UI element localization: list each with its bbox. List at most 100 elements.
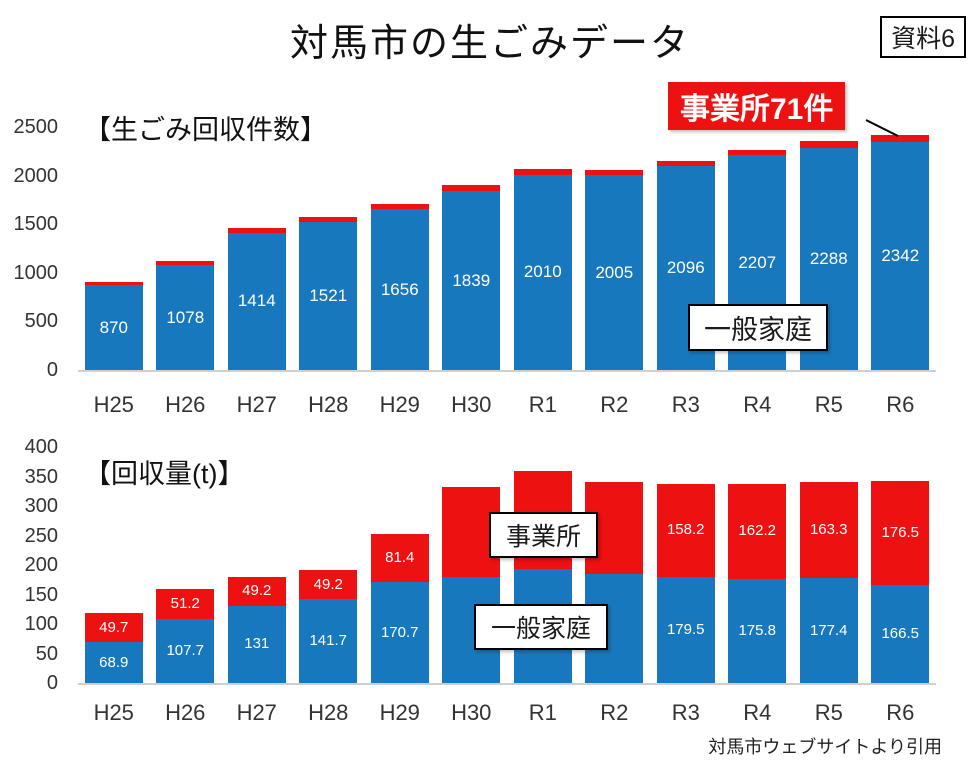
x-tick-label: H27 xyxy=(236,700,277,725)
bar-segment-household xyxy=(370,209,429,370)
bar-value-label: 2096 xyxy=(666,258,705,278)
bar-value-label: 1839 xyxy=(452,270,491,290)
count-chart-title: 【生ごみ回収件数】 xyxy=(84,115,327,145)
bar-segment-business xyxy=(84,281,143,286)
bar-segment-business xyxy=(156,589,215,620)
bar-value-label: 131 xyxy=(244,635,270,653)
x-tick-label: H28 xyxy=(308,392,349,417)
y-tick-label: 2000 xyxy=(13,164,59,187)
bar-segment-household xyxy=(728,579,787,683)
y-tick-label: 350 xyxy=(24,465,58,488)
x-tick-label: R3 xyxy=(671,392,700,417)
bar-value-label: 166.5 xyxy=(881,624,920,642)
bar-value-label: 49.2 xyxy=(242,582,272,600)
x-tick-label: H28 xyxy=(308,700,349,725)
bar-segment-business xyxy=(156,260,215,266)
y-tick-label: 400 xyxy=(24,436,58,458)
bar-value-label: 163.3 xyxy=(809,521,848,539)
x-tick-label: R1 xyxy=(528,392,557,417)
bar-value-label: 2207 xyxy=(738,252,777,272)
bar-segment-household xyxy=(299,222,358,370)
bar-value-label: 1078 xyxy=(166,307,205,327)
bar-segment-business xyxy=(871,480,930,585)
bar-segment-household xyxy=(585,175,644,370)
x-tick-label: R6 xyxy=(886,700,915,725)
x-tick-label: H30 xyxy=(451,700,492,725)
bar-value-label: 1414 xyxy=(237,291,276,311)
x-tick-label: H29 xyxy=(379,392,420,417)
bar-value-label: 49.7 xyxy=(99,618,129,636)
page-title: 対馬市の生ごみデータ xyxy=(289,23,690,65)
bar-segment-business xyxy=(656,160,715,167)
bar-segment-business xyxy=(799,482,858,579)
doc-number-badge: 資料6 xyxy=(880,16,966,58)
y-tick-label: 0 xyxy=(46,359,58,381)
y-tick-label: 2500 xyxy=(13,116,59,138)
x-tick-label: H26 xyxy=(165,392,206,417)
bar-segment-household xyxy=(871,142,930,370)
bar-segment-business xyxy=(799,141,858,148)
bar-value-label: 51.2 xyxy=(170,595,200,613)
x-tick-label: R6 xyxy=(886,392,915,417)
x-tick-label: R3 xyxy=(671,700,700,725)
x-tick-label: R1 xyxy=(528,700,557,725)
bar-segment-household xyxy=(227,232,286,370)
bar-segment-business xyxy=(871,135,930,143)
count-chart-x-axis: H25 H26 H27 H28 H29 H30 R1 R2 R3 R4 R5 R6 xyxy=(78,392,936,424)
bar-value-label: 81.4 xyxy=(385,549,415,567)
bar-segment-household xyxy=(656,577,715,683)
x-tick-label: R5 xyxy=(814,700,843,725)
x-tick-label: H26 xyxy=(165,700,206,725)
bar-segment-household xyxy=(156,265,215,370)
tonnage-chart-x-axis: H25 H26 H27 H28 H29 H30 R1 R2 R3 R4 R5 R6 xyxy=(78,700,936,732)
x-tick-label: R2 xyxy=(600,392,629,417)
y-tick-label: 0 xyxy=(46,672,58,694)
y-tick-label: 50 xyxy=(35,642,58,665)
tonnage-chart-title: 【回収量(t)】 xyxy=(84,459,245,489)
bar-value-label: 2342 xyxy=(881,246,920,266)
bar-segment-household xyxy=(871,584,930,683)
bar-segment-household xyxy=(84,285,143,370)
y-tick-label: 100 xyxy=(24,613,58,635)
bar-segment-household xyxy=(799,578,858,683)
bar-segment-household xyxy=(513,174,572,370)
bar-value-label: 176.5 xyxy=(881,523,920,541)
bar-value-label: 68.9 xyxy=(99,653,129,671)
bar-value-label: 158.2 xyxy=(666,521,705,539)
y-tick-label: 500 xyxy=(24,310,58,333)
business-count-callout: 事業所71件 xyxy=(668,82,846,130)
bar-segment-business xyxy=(370,534,429,583)
bar-value-label: 2288 xyxy=(809,248,848,268)
x-tick-label: R2 xyxy=(600,700,629,725)
bar-value-label: 177.4 xyxy=(809,621,848,639)
source-citation: 対馬市ウェブサイトより引用 xyxy=(708,737,942,757)
bar-segment-household xyxy=(370,582,429,683)
household-label-box: 一般家庭 xyxy=(688,304,828,351)
bar-segment-business xyxy=(299,217,358,223)
y-tick-label: 250 xyxy=(24,524,58,547)
x-tick-label: R5 xyxy=(814,392,843,417)
bar-segment-business xyxy=(84,613,143,643)
y-tick-label: 150 xyxy=(24,583,58,606)
bar-value-label: 1656 xyxy=(380,279,419,299)
bar-value-label: 162.2 xyxy=(738,522,777,540)
x-tick-label: H30 xyxy=(451,392,492,417)
bar-segment-business xyxy=(442,185,501,192)
x-tick-label: H25 xyxy=(93,392,134,417)
x-tick-label: R4 xyxy=(743,392,772,417)
y-tick-label: 200 xyxy=(24,554,58,576)
y-tick-label: 1000 xyxy=(13,261,59,284)
bar-value-label: 2010 xyxy=(523,262,562,282)
bar-value-label: 107.7 xyxy=(166,642,205,660)
x-tick-label: H27 xyxy=(236,392,277,417)
count-chart-y-axis: 0 500 1000 1500 2000 2500 xyxy=(0,116,62,381)
business-label-box: 事業所 xyxy=(489,512,599,558)
bar-segment-business xyxy=(728,483,787,580)
y-tick-label: 1500 xyxy=(13,213,59,236)
bar-segment-household xyxy=(299,599,358,683)
bar-value-label: 1521 xyxy=(309,286,348,306)
bar-value-label: 49.2 xyxy=(313,575,343,593)
bar-segment-household xyxy=(84,642,143,683)
bar-value-label: 141.7 xyxy=(309,632,348,650)
